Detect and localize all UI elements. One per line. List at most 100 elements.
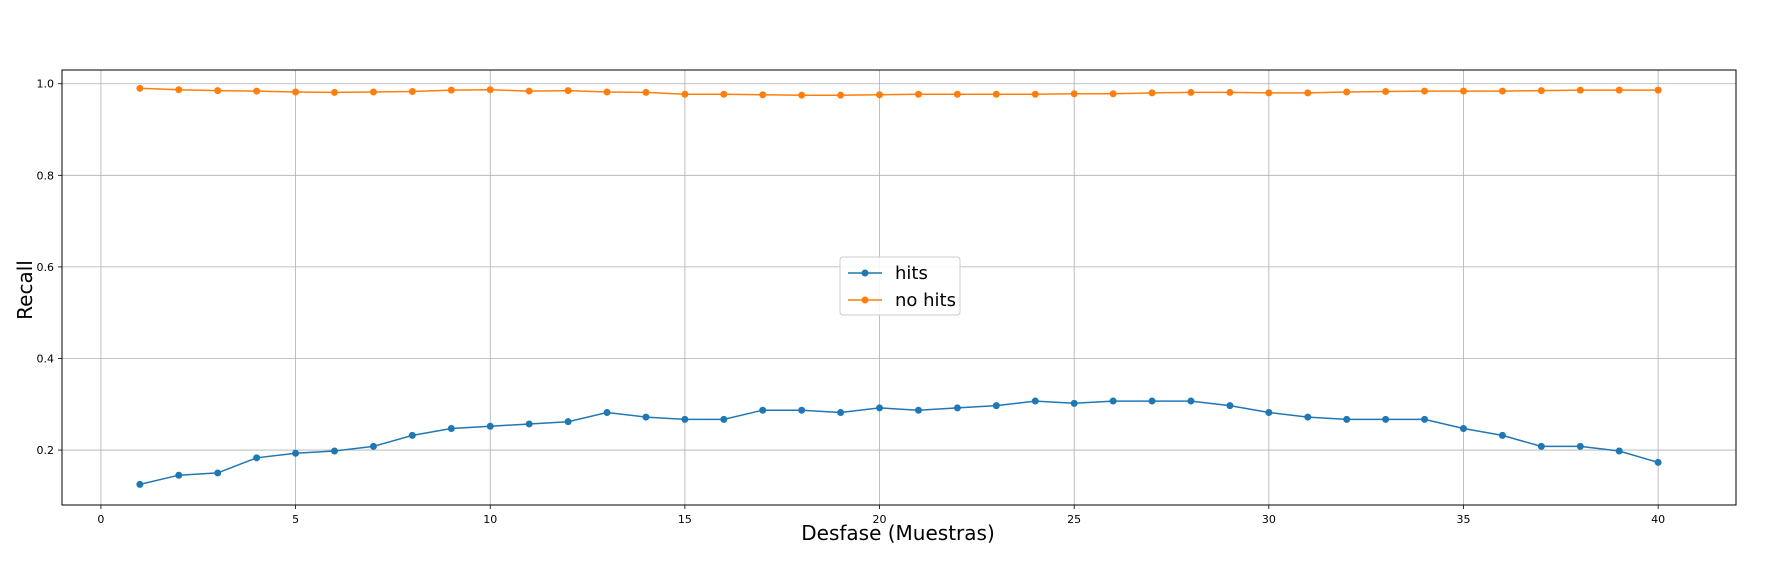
data-point-no-hits xyxy=(486,86,494,94)
legend-item-hits: hits xyxy=(848,263,928,284)
legend-label: hits xyxy=(895,263,928,284)
data-point-hits xyxy=(720,415,728,423)
series-hits xyxy=(136,397,1662,488)
x-tick-label: 35 xyxy=(1456,513,1470,526)
y-tick-label: 0.4 xyxy=(37,352,55,365)
data-point-no-hits xyxy=(1654,86,1662,94)
data-point-no-hits xyxy=(214,87,222,95)
data-point-no-hits xyxy=(603,88,611,96)
data-point-no-hits xyxy=(1031,90,1039,98)
y-tick-label: 1.0 xyxy=(37,78,55,91)
series-line-no-hits xyxy=(139,87,1659,96)
data-point-hits xyxy=(798,406,806,414)
data-point-hits xyxy=(525,420,533,428)
data-point-hits xyxy=(1576,442,1584,450)
data-point-hits xyxy=(408,431,416,439)
y-tick-label: 0.8 xyxy=(37,169,55,182)
data-point-hits xyxy=(953,404,961,412)
x-axis-title: Desfase (Muestras) xyxy=(801,521,995,545)
data-point-no-hits xyxy=(876,91,884,99)
data-point-hits xyxy=(1148,397,1156,405)
data-point-no-hits xyxy=(253,87,261,95)
data-point-hits xyxy=(1187,397,1195,405)
data-point-no-hits xyxy=(953,90,961,98)
data-point-no-hits xyxy=(1343,88,1351,96)
data-point-hits xyxy=(1343,415,1351,423)
data-point-no-hits xyxy=(1615,86,1623,94)
data-point-no-hits xyxy=(408,88,416,96)
data-point-hits xyxy=(369,442,377,450)
data-point-no-hits xyxy=(1265,89,1273,97)
data-point-hits xyxy=(681,415,689,423)
data-point-no-hits xyxy=(1226,88,1234,96)
x-tick-label: 15 xyxy=(678,513,692,526)
data-point-no-hits xyxy=(914,90,922,98)
y-axis-ticks: 0.2 0.4 0.6 0.8 1.0 xyxy=(37,78,62,457)
data-point-no-hits xyxy=(1459,87,1467,95)
series-line-hits xyxy=(139,400,1659,486)
data-point-hits xyxy=(1265,409,1273,417)
data-point-hits xyxy=(1537,442,1545,450)
data-point-no-hits xyxy=(1109,90,1117,98)
x-tick-label: 20 xyxy=(873,513,887,526)
data-point-no-hits xyxy=(136,84,144,92)
data-point-hits xyxy=(914,406,922,414)
data-point-hits xyxy=(214,469,222,477)
data-point-hits xyxy=(1304,413,1312,421)
data-point-hits xyxy=(642,413,650,421)
data-point-hits xyxy=(486,422,494,430)
x-tick-label: 40 xyxy=(1651,513,1665,526)
data-point-hits xyxy=(1498,431,1506,439)
data-point-no-hits xyxy=(369,88,377,96)
data-point-hits xyxy=(253,454,261,462)
data-point-no-hits xyxy=(1187,88,1195,96)
data-point-no-hits xyxy=(992,90,1000,98)
grid-lines xyxy=(62,70,1736,505)
data-point-hits xyxy=(1382,415,1390,423)
data-point-no-hits xyxy=(837,91,845,99)
data-point-no-hits xyxy=(1576,86,1584,94)
legend-swatch-marker xyxy=(861,296,869,304)
plot-frame xyxy=(61,69,1737,506)
data-point-hits xyxy=(331,447,339,455)
data-point-no-hits xyxy=(564,87,572,95)
data-point-no-hits xyxy=(447,86,455,94)
data-point-hits xyxy=(564,418,572,426)
data-point-no-hits xyxy=(525,87,533,95)
data-point-hits xyxy=(992,402,1000,410)
series-group xyxy=(136,84,1662,488)
data-point-no-hits xyxy=(1304,89,1312,97)
data-point-hits xyxy=(1031,397,1039,405)
data-point-no-hits xyxy=(720,90,728,98)
legend-label: no hits xyxy=(895,290,956,311)
data-point-no-hits xyxy=(759,91,767,99)
data-point-no-hits xyxy=(1382,88,1390,96)
x-tick-label: 25 xyxy=(1067,513,1081,526)
data-point-hits xyxy=(136,480,144,488)
y-tick-label: 0.2 xyxy=(37,444,55,457)
data-point-no-hits xyxy=(1537,87,1545,95)
data-point-no-hits xyxy=(331,88,339,96)
data-point-no-hits xyxy=(1148,89,1156,97)
data-point-hits xyxy=(837,409,845,417)
data-point-hits xyxy=(759,406,767,414)
series-no-hits xyxy=(136,84,1662,99)
data-point-no-hits xyxy=(798,91,806,99)
x-tick-label: 5 xyxy=(292,513,299,526)
data-point-hits xyxy=(1654,458,1662,466)
x-tick-label: 0 xyxy=(97,513,104,526)
legend-swatch-marker xyxy=(861,269,869,277)
data-point-hits xyxy=(1070,399,1078,407)
data-point-hits xyxy=(876,404,884,412)
y-axis-title: Recall xyxy=(13,260,37,320)
data-point-no-hits xyxy=(292,88,300,96)
data-point-hits xyxy=(1226,402,1234,410)
x-tick-label: 10 xyxy=(483,513,497,526)
y-tick-label: 0.6 xyxy=(37,261,55,274)
data-point-hits xyxy=(175,471,183,479)
data-point-hits xyxy=(1615,447,1623,455)
data-point-hits xyxy=(447,425,455,433)
data-point-hits xyxy=(603,409,611,417)
data-point-hits xyxy=(1109,397,1117,405)
